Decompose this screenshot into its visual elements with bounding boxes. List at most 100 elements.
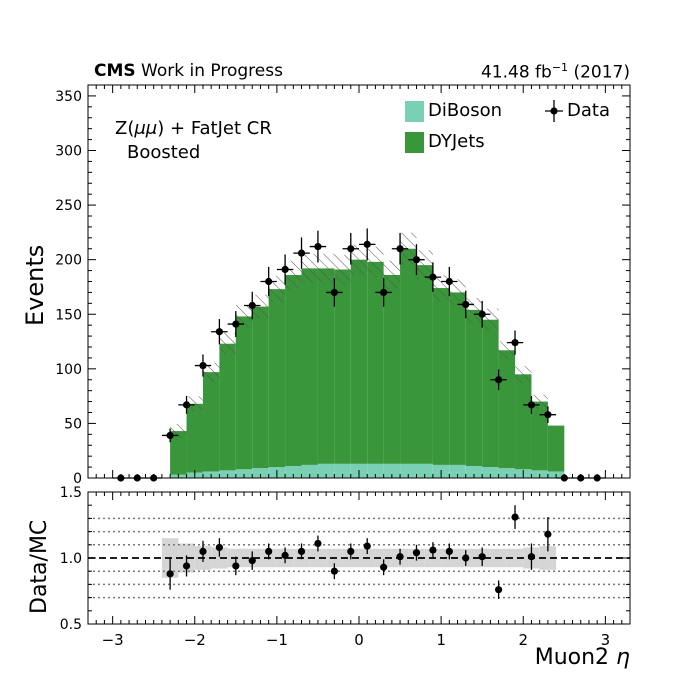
y-tick-label: 100: [55, 362, 82, 378]
uncertainty-hatch: [465, 298, 483, 322]
data-point: [380, 288, 388, 297]
ratio-point: [495, 586, 503, 594]
y-tick-label: 250: [55, 198, 82, 214]
y-tick-label: 200: [55, 253, 82, 269]
bar-diboson: [482, 467, 499, 478]
uncertainty-hatch: [383, 260, 401, 290]
bar-dyjets: [285, 274, 302, 466]
data-point: [396, 245, 404, 253]
data-point: [330, 288, 338, 297]
legend-diboson-label: DiBoson: [428, 100, 503, 121]
ratio-y-tick-label: 0.5: [60, 617, 82, 633]
data-point: [297, 249, 306, 257]
ratio-point: [199, 547, 207, 556]
ratio-point: [462, 554, 470, 562]
data-point: [248, 301, 256, 310]
ratio-point: [527, 553, 536, 561]
y-tick-label: 350: [55, 89, 82, 105]
data-point: [166, 431, 174, 440]
region-suffix: ) + FatJet CR: [157, 118, 272, 139]
ratio-uncertainty-band: [506, 548, 524, 568]
ratio-point: [396, 553, 404, 561]
uncertainty-hatch: [219, 332, 236, 355]
ratio-uncertainty-band: [309, 548, 327, 568]
cms-label: CMS Work in Progress: [94, 61, 283, 81]
uncertainty-hatch: [449, 279, 466, 306]
data-point: [232, 320, 240, 328]
y-tick-label: 300: [55, 144, 82, 160]
region-mu: μμ: [134, 118, 158, 139]
status-label: Work in Progress: [141, 61, 283, 81]
bar-dyjets: [367, 261, 384, 464]
data-point: [462, 300, 470, 309]
uncertainty-hatch: [515, 365, 532, 383]
uncertainty-hatch: [170, 424, 187, 439]
legend-data-marker: [550, 107, 558, 115]
x-tick-label: 0: [354, 631, 364, 649]
ratio-plot: −3 −2 −1 0 1 2 3 0.5 1.0 1.5: [60, 485, 631, 649]
lumi-year: (2017): [573, 62, 630, 83]
uncertainty-hatch: [367, 246, 384, 277]
bar-dyjets: [416, 265, 433, 464]
data-point: [363, 240, 371, 248]
data-point: [527, 401, 536, 409]
data-point: [314, 242, 322, 251]
experiment-name: CMS: [94, 61, 136, 81]
data-point: [544, 411, 552, 419]
data-point: [215, 328, 223, 336]
ratio-point: [215, 543, 223, 552]
bar-dyjets: [186, 403, 203, 473]
ratio-point: [511, 513, 519, 521]
bar-dyjets: [432, 288, 450, 465]
ratio-uncertainty-band: [539, 546, 557, 570]
ratio-point: [445, 547, 453, 556]
eta-symbol: η: [616, 645, 630, 670]
region-label-line2: Boosted: [127, 142, 201, 163]
ratio-point: [347, 547, 355, 556]
uncertainty-hatch: [334, 254, 351, 285]
ratio-point: [330, 567, 338, 575]
data-point: [478, 310, 486, 318]
bar-dyjets: [170, 431, 187, 475]
uncertainty-hatch: [202, 362, 220, 382]
data-point: [445, 277, 453, 286]
y-tick-label: 50: [64, 416, 82, 432]
bar-dyjets: [252, 306, 269, 469]
uncertainty-hatch: [186, 396, 203, 412]
data-point: [265, 277, 273, 286]
y-tick-label: 150: [55, 307, 82, 323]
ratio-point: [232, 562, 240, 570]
lumi-exponent: −1: [551, 61, 569, 74]
bar-dyjets: [235, 316, 253, 470]
bar-diboson: [465, 465, 483, 478]
ratio-point: [544, 530, 552, 538]
bar-diboson: [285, 465, 302, 478]
data-point: [412, 256, 421, 264]
uncertainty-hatch: [416, 250, 433, 281]
bar-diboson: [498, 468, 516, 478]
x-tick-label: −3: [102, 631, 124, 649]
ratio-point: [248, 557, 256, 565]
bar-diboson: [252, 468, 269, 478]
bar-dyjets: [350, 259, 368, 464]
y-tick-label: 0: [73, 471, 82, 487]
bar-diboson: [367, 463, 384, 478]
uncertainty-hatch: [350, 244, 368, 275]
bar-dyjets: [219, 343, 236, 471]
x-tick-label: −1: [266, 631, 288, 649]
uncertainty-hatch: [252, 294, 269, 319]
uncertainty-hatch: [317, 253, 335, 284]
bar-dyjets: [334, 269, 351, 464]
bar-diboson: [416, 463, 433, 478]
lumi-value: 41.48 fb: [480, 62, 552, 83]
bar-dyjets: [383, 274, 401, 464]
uncertainty-hatch: [285, 260, 302, 290]
bar-dyjets: [498, 350, 516, 469]
ratio-point: [314, 539, 322, 548]
data-point: [182, 401, 191, 409]
bar-dyjets: [531, 401, 548, 471]
uncertainty-hatch: [268, 275, 286, 303]
x-tick-label: 2: [518, 631, 528, 649]
ratio-point: [363, 542, 371, 550]
